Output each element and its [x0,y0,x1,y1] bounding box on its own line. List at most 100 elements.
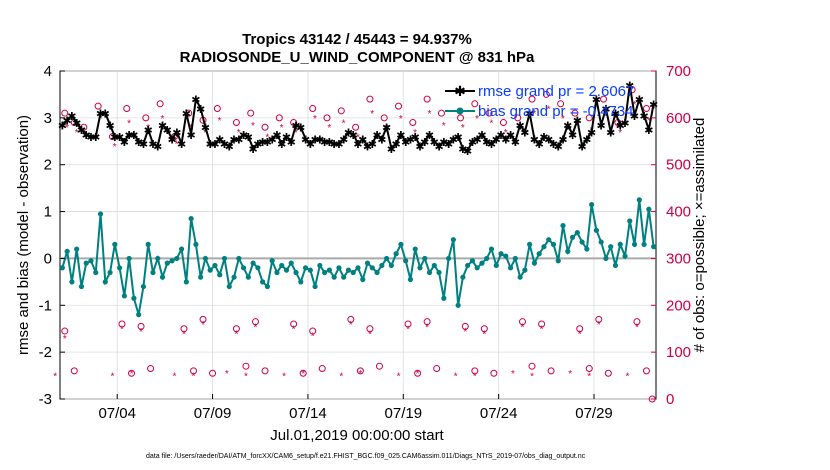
obs-assimilated-point: * [521,322,525,333]
rmse-point: ✱ [382,122,391,135]
rmse-point: ✱ [86,131,95,144]
bias-point [93,269,99,276]
obs-assimilated-point: * [218,116,222,127]
bias-point [565,248,571,254]
bias-point [627,218,633,224]
obs-assimilated-point: * [356,133,360,144]
obs-possible-point [123,104,131,112]
obs-assimilated-point: * [130,369,134,380]
rmse-point: ✱ [282,131,291,144]
bias-point [288,260,294,266]
obs-assimilated-point: * [461,123,465,134]
rmse-point: ✱ [225,140,234,153]
obs-possible-point [437,109,445,117]
y-right-tick-label: 400 [666,204,691,221]
bias-point [388,262,394,269]
obs-assimilated-point: * [647,116,651,127]
bias-point [164,260,170,266]
obs-assimilated-point: * [237,128,241,139]
obs-assimilated-point: * [175,140,179,151]
bias-point [541,244,547,250]
rmse-point: ✱ [644,124,653,137]
obs-possible-point [423,95,431,103]
obs-possible-point [94,102,102,110]
obs-possible-point [514,114,522,122]
rmse-point: ✱ [511,136,520,149]
rmse-point: ✱ [363,140,372,153]
rmse-point: ✱ [463,145,472,158]
obs-assimilated-point: * [540,325,544,336]
rmse-point: ✱ [544,133,553,146]
obs-assimilated-point: * [160,114,164,125]
obs-possible-point [547,367,555,375]
bias-point [298,279,304,285]
rmse-point: ✱ [411,131,420,144]
obs-assimilated-point: * [442,121,446,132]
bias-point [407,276,414,283]
obs-assimilated-point: * [397,372,401,383]
obs-possible-point [380,114,388,122]
rmse-point: ✱ [558,133,567,146]
obs-possible-point [261,367,269,375]
bias-point [317,262,323,269]
bias-point [117,265,123,271]
y-left-tick-label: -3 [39,391,52,408]
y-axis-left-label: rmse and bias (model - observation) [15,115,32,355]
y-right-tick-label: 300 [666,250,691,267]
bias-point [441,295,447,301]
rmse-point: ✱ [196,103,205,116]
bias-point [279,262,285,269]
rmse-point: ✱ [244,131,253,144]
rmse-point: ✱ [425,129,434,142]
rmse-point: ✱ [167,133,176,146]
bias-point [236,255,242,262]
rmse-point: ✱ [434,140,443,153]
bias-point [646,206,652,212]
rmse-point: ✱ [392,138,401,151]
bias-point [355,265,361,271]
rmse-point: ✱ [530,133,539,146]
rmse-point: ✱ [396,129,405,142]
obs-assimilated-point: * [568,369,572,380]
x-tick-label: 07/04 [98,405,136,422]
obs-possible-point [490,369,498,377]
obs-assimilated-point: * [280,123,284,134]
rmse-point: ✱ [573,115,582,128]
obs-possible-point [557,100,565,108]
obs-assimilated-point: * [234,329,238,340]
obs-possible-point [299,369,307,377]
obs-assimilated-point: * [597,320,601,331]
bias-point [155,255,161,262]
bias-point [202,255,209,262]
obs-possible-point [213,104,221,112]
obs-possible-point [499,119,507,127]
bias-point [140,283,147,290]
rmse-point: ✱ [353,138,362,151]
bias-point [150,269,156,276]
bias-point [445,255,452,262]
obs-possible-point [323,114,331,122]
bias-point [221,255,228,262]
rmse-point: ✱ [349,129,358,142]
rmse-point: ✱ [325,136,334,149]
rmse-point: ✱ [401,136,410,149]
bias-point [121,293,127,299]
bias-point [64,248,70,254]
bias-point [622,253,628,259]
obs-assimilated-point: * [342,119,346,130]
bias-point [269,258,275,264]
rmse-point: ✱ [482,136,491,149]
rmse-point: ✱ [258,136,267,149]
rmse-point: ✱ [639,110,648,123]
bias-point [550,241,557,247]
bias-point [374,269,380,276]
rmse-point: ✱ [110,131,119,144]
obs-possible-point [461,322,469,330]
bias-point [450,237,456,243]
bias-point [212,262,218,269]
obs-possible-point [337,107,345,115]
bias-point [250,260,256,266]
rmse-point: ✱ [420,136,429,149]
rmse-point: ✱ [620,117,629,130]
bias-point [422,255,428,262]
